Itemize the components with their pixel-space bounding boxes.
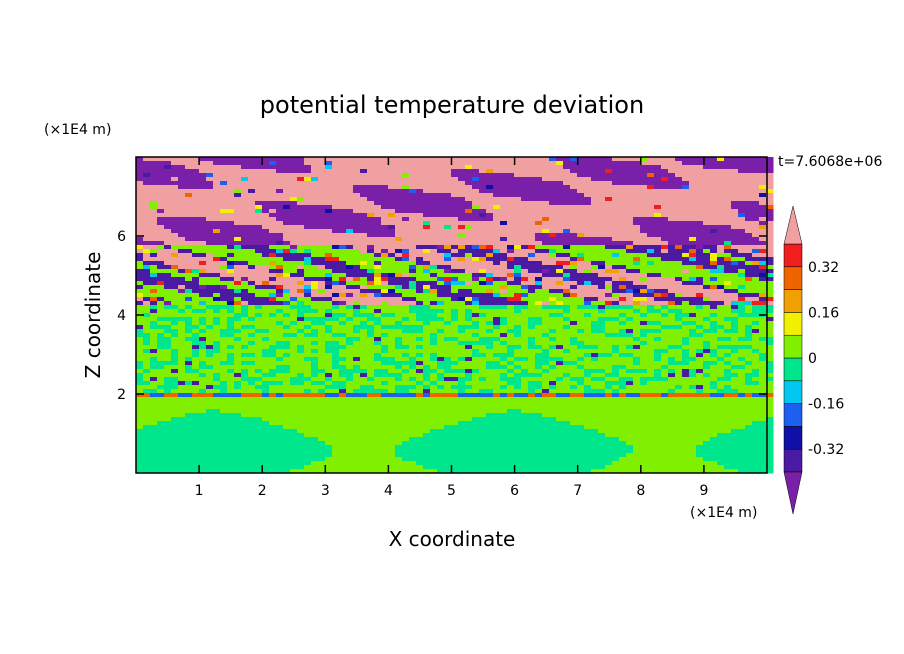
y-axis-ticks: 2 4 6 — [117, 229, 767, 403]
colorbar-segment — [783, 426, 803, 450]
colorbar-segment — [783, 289, 803, 313]
colorbar: 0.32 0.16 0 -0.16 -0.32 — [783, 205, 844, 515]
colorbar-segment — [783, 448, 803, 473]
x-tick-label: 3 — [321, 483, 330, 499]
colorbar-bottom-triangle — [783, 471, 803, 515]
x-tick-label: 9 — [699, 483, 708, 499]
x-tick-label: 6 — [510, 483, 519, 499]
x-tick-label: 7 — [573, 483, 582, 499]
x-unit-label: (×1E4 m) — [690, 505, 757, 521]
colorbar-segment — [783, 243, 803, 268]
time-label: t=7.6068e+06 — [778, 154, 882, 170]
chart-title: potential temperature deviation — [260, 91, 644, 119]
colorbar-tick-label: 0.16 — [808, 305, 839, 321]
x-tick-label: 1 — [195, 483, 204, 499]
x-tick-label: 4 — [384, 483, 393, 499]
colorbar-segment — [783, 334, 803, 359]
colorbar-top-triangle — [783, 205, 803, 245]
colorbar-tick-label: -0.16 — [808, 397, 844, 413]
x-axis-label: X coordinate — [389, 527, 516, 551]
x-tick-label: 5 — [447, 483, 456, 499]
colorbar-segment — [783, 380, 803, 404]
colorbar-tick-label: 0 — [808, 351, 817, 367]
y-tick-label: 2 — [117, 387, 126, 403]
colorbar-segment — [783, 312, 803, 336]
colorbar-tick-label: -0.32 — [808, 442, 844, 458]
x-axis-ticks: 1 2 3 4 5 6 7 8 9 — [195, 157, 708, 499]
y-axis-label: Z coordinate — [81, 252, 105, 379]
colorbar-segment — [783, 266, 803, 290]
colorbar-segment — [783, 403, 803, 427]
colorbar-segment — [783, 357, 803, 382]
colorbar-tick-label: 0.32 — [808, 260, 839, 276]
x-tick-label: 8 — [636, 483, 645, 499]
plot-area — [136, 157, 774, 474]
y-tick-label: 4 — [117, 308, 126, 324]
y-tick-label: 6 — [117, 229, 126, 245]
x-tick-label: 2 — [258, 483, 267, 499]
y-unit-label: (×1E4 m) — [44, 122, 111, 138]
